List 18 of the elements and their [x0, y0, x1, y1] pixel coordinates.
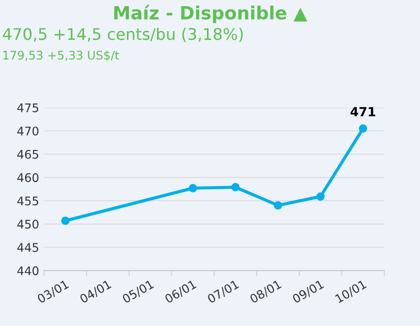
chart-subtitle: 470,5 +14,5 cents/bu (3,18%) — [2, 28, 243, 42]
data-label: 471 — [350, 107, 376, 116]
point — [316, 192, 325, 201]
text: 179,53 +5,33 US$/t — [3, 50, 120, 62]
y-tick-label: 445 — [17, 243, 38, 252]
y-tick-label: 470 — [17, 126, 38, 136]
y-tick-label: 450 — [17, 220, 38, 229]
chart-title: Maíz - Disponible ▲ — [114, 4, 308, 24]
point — [231, 183, 240, 192]
y-tick-label: 475 — [17, 103, 38, 112]
y-tick-label: 440 — [17, 266, 38, 276]
point — [274, 201, 282, 210]
point — [358, 124, 368, 133]
point — [188, 184, 198, 192]
y-tick-label: 455 — [17, 196, 38, 206]
y-tick-label: 460 — [17, 173, 38, 182]
y-tick-label: 465 — [17, 150, 38, 159]
point — [61, 216, 70, 225]
